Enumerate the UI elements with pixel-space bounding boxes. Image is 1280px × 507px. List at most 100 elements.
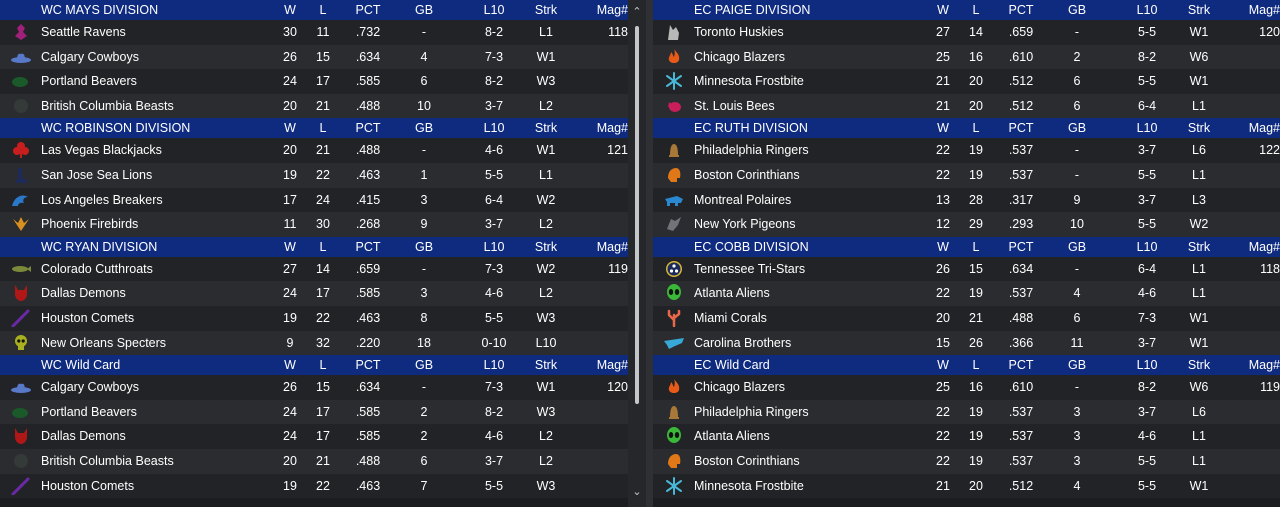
team-row-st-louis-bees[interactable]: St. Louis Bees 21 20 .512 6 6-4 L1 bbox=[653, 93, 1280, 119]
team-name-link[interactable]: Boston Corinthians bbox=[694, 454, 800, 468]
column-header-mag[interactable]: Mag# bbox=[1248, 358, 1280, 373]
column-header-w[interactable]: W bbox=[284, 121, 296, 136]
column-header-pct[interactable]: PCT bbox=[1008, 239, 1034, 254]
team-row-new-york-pigeons[interactable]: New York Pigeons 12 29 .293 10 5-5 W2 bbox=[653, 212, 1280, 237]
column-header-l[interactable]: L bbox=[972, 121, 980, 136]
team-row-miami-corals[interactable]: Miami Corals 20 21 .488 6 7-3 W1 bbox=[653, 306, 1280, 331]
team-row-dallas-demons[interactable]: Dallas Demons 24 17 .585 2 4-6 L2 bbox=[0, 424, 628, 449]
column-header-strk[interactable]: Strk bbox=[1187, 3, 1211, 17]
team-name-link[interactable]: Seattle Ravens bbox=[41, 25, 126, 39]
team-name-link[interactable]: San Jose Sea Lions bbox=[41, 168, 153, 182]
team-name-link[interactable]: Minnesota Frostbite bbox=[694, 74, 804, 89]
team-name-link[interactable]: Montreal Polaires bbox=[694, 192, 792, 207]
team-row-new-orleans-specters[interactable]: New Orleans Specters 9 32 .220 18 0-10 L10 bbox=[0, 330, 628, 356]
team-name-link[interactable]: Dallas Demons bbox=[41, 286, 126, 301]
column-header-l[interactable]: L bbox=[319, 121, 327, 136]
column-header-l[interactable]: L bbox=[319, 239, 327, 254]
team-row-philadelphia-ringers[interactable]: Philadelphia Ringers 22 19 .537 3 3-7 L6 bbox=[653, 399, 1280, 425]
team-row-montreal-polaires[interactable]: Montreal Polaires 13 28 .317 9 3-7 L3 bbox=[653, 187, 1280, 213]
team-row-chicago-blazers[interactable]: Chicago Blazers 25 16 .610 2 8-2 W6 bbox=[653, 44, 1280, 70]
team-name-link[interactable]: New York Pigeons bbox=[694, 217, 796, 232]
column-header-strk[interactable]: Strk bbox=[534, 358, 558, 373]
team-row-los-angeles-breakers[interactable]: Los Angeles Breakers 17 24 .415 3 6-4 W2 bbox=[0, 187, 628, 213]
column-header-pct[interactable]: PCT bbox=[355, 121, 381, 136]
column-header-w[interactable]: W bbox=[937, 121, 949, 136]
column-header-strk[interactable]: Strk bbox=[534, 121, 558, 136]
team-row-carolina-brothers[interactable]: Carolina Brothers 15 26 .366 11 3-7 W1 bbox=[653, 330, 1280, 356]
column-header-l[interactable]: L bbox=[319, 358, 327, 373]
column-header-l10[interactable]: L10 bbox=[483, 358, 505, 373]
team-row-atlanta-aliens[interactable]: Atlanta Aliens 22 19 .537 4 4-6 L1 bbox=[653, 281, 1280, 306]
team-name-link[interactable]: British Columbia Beasts bbox=[41, 454, 174, 468]
team-name-link[interactable]: Carolina Brothers bbox=[694, 335, 792, 350]
column-header-l[interactable]: L bbox=[972, 358, 980, 373]
column-header-strk[interactable]: Strk bbox=[1187, 121, 1211, 136]
column-header-mag[interactable]: Mag# bbox=[596, 239, 628, 254]
column-header-gb[interactable]: GB bbox=[414, 3, 434, 17]
column-header-w[interactable]: W bbox=[284, 3, 296, 17]
team-row-las-vegas-blackjacks[interactable]: Las Vegas Blackjacks 20 21 .488 - 4-6 W1 121 bbox=[0, 138, 628, 163]
team-row-portland-beavers[interactable]: Portland Beavers 24 17 .585 2 8-2 W3 bbox=[0, 399, 628, 425]
column-header-gb[interactable]: GB bbox=[414, 239, 434, 254]
column-header-gb[interactable]: GB bbox=[414, 358, 434, 373]
column-header-l[interactable]: L bbox=[972, 3, 980, 17]
column-header-pct[interactable]: PCT bbox=[1008, 121, 1034, 136]
column-header-l[interactable]: L bbox=[972, 239, 980, 254]
team-row-british-columbia-beasts[interactable]: British Columbia Beasts 20 21 .488 6 3-7 L2 bbox=[0, 449, 628, 474]
column-header-l[interactable]: L bbox=[319, 3, 327, 17]
column-header-l10[interactable]: L10 bbox=[1136, 121, 1158, 136]
team-row-tennessee-tri-stars[interactable]: Tennessee Tri-Stars 26 15 .634 - 6-4 L1 118 bbox=[653, 256, 1280, 282]
column-header-strk[interactable]: Strk bbox=[1187, 358, 1211, 373]
standings-scrollbar[interactable]: ⌃ ⌄ bbox=[628, 0, 646, 507]
column-header-l10[interactable]: L10 bbox=[1136, 358, 1158, 373]
team-name-link[interactable]: Colorado Cutthroats bbox=[41, 261, 153, 276]
team-name-link[interactable]: Tennessee Tri-Stars bbox=[694, 261, 806, 276]
column-header-mag[interactable]: Mag# bbox=[1248, 121, 1280, 136]
column-header-gb[interactable]: GB bbox=[1067, 239, 1087, 254]
column-header-l10[interactable]: L10 bbox=[483, 239, 505, 254]
column-header-w[interactable]: W bbox=[937, 358, 949, 373]
column-header-mag[interactable]: Mag# bbox=[596, 358, 628, 373]
team-name-link[interactable]: Atlanta Aliens bbox=[694, 429, 770, 444]
team-name-link[interactable]: Miami Corals bbox=[694, 311, 767, 325]
scroll-thumb[interactable] bbox=[635, 26, 639, 404]
column-header-w[interactable]: W bbox=[284, 358, 296, 373]
column-header-w[interactable]: W bbox=[937, 239, 949, 254]
team-name-link[interactable]: Philadelphia Ringers bbox=[694, 404, 809, 419]
team-name-link[interactable]: Chicago Blazers bbox=[694, 49, 786, 64]
scroll-down-arrow-icon[interactable]: ⌄ bbox=[632, 486, 642, 498]
team-name-link[interactable]: Toronto Huskies bbox=[694, 25, 784, 39]
team-row-houston-comets[interactable]: Houston Comets 19 22 .463 7 5-5 W3 bbox=[0, 473, 628, 499]
team-row-atlanta-aliens[interactable]: Atlanta Aliens 22 19 .537 3 4-6 L1 bbox=[653, 424, 1280, 449]
column-header-pct[interactable]: PCT bbox=[355, 3, 381, 17]
column-header-l10[interactable]: L10 bbox=[1136, 3, 1158, 17]
team-name-link[interactable]: Calgary Cowboys bbox=[41, 49, 139, 64]
column-header-mag[interactable]: Mag# bbox=[596, 121, 628, 136]
team-row-toronto-huskies[interactable]: Toronto Huskies 27 14 .659 - 5-5 W1 120 bbox=[653, 20, 1280, 45]
team-name-link[interactable]: Dallas Demons bbox=[41, 429, 126, 444]
column-header-strk[interactable]: Strk bbox=[1187, 239, 1211, 254]
team-row-seattle-ravens[interactable]: Seattle Ravens 30 11 .732 - 8-2 L1 118 bbox=[0, 20, 628, 45]
column-header-gb[interactable]: GB bbox=[1067, 121, 1087, 136]
team-name-link[interactable]: Phoenix Firebirds bbox=[41, 217, 139, 232]
team-name-link[interactable]: Chicago Blazers bbox=[694, 380, 786, 395]
team-name-link[interactable]: Minnesota Frostbite bbox=[694, 478, 804, 493]
team-name-link[interactable]: Houston Comets bbox=[41, 478, 135, 493]
team-name-link[interactable]: British Columbia Beasts bbox=[41, 98, 174, 113]
team-name-link[interactable]: Houston Comets bbox=[41, 311, 135, 325]
column-header-gb[interactable]: GB bbox=[1067, 3, 1087, 17]
column-header-mag[interactable]: Mag# bbox=[1248, 239, 1280, 254]
column-header-l10[interactable]: L10 bbox=[483, 121, 505, 136]
column-header-pct[interactable]: PCT bbox=[355, 239, 381, 254]
column-header-mag[interactable]: Mag# bbox=[596, 3, 628, 17]
team-row-houston-comets[interactable]: Houston Comets 19 22 .463 8 5-5 W3 bbox=[0, 306, 628, 331]
team-row-chicago-blazers[interactable]: Chicago Blazers 25 16 .610 - 8-2 W6 119 bbox=[653, 375, 1280, 400]
column-header-l10[interactable]: L10 bbox=[1136, 239, 1158, 254]
column-header-l10[interactable]: L10 bbox=[483, 3, 505, 17]
team-row-san-jose-sea-lions[interactable]: San Jose Sea Lions 19 22 .463 1 5-5 L1 bbox=[0, 163, 628, 188]
team-row-boston-corinthians[interactable]: Boston Corinthians 22 19 .537 - 5-5 L1 bbox=[653, 163, 1280, 188]
scroll-up-arrow-icon[interactable]: ⌃ bbox=[632, 6, 642, 18]
column-header-w[interactable]: W bbox=[937, 3, 949, 17]
column-header-mag[interactable]: Mag# bbox=[1248, 3, 1280, 17]
team-name-link[interactable]: Portland Beavers bbox=[41, 404, 137, 419]
